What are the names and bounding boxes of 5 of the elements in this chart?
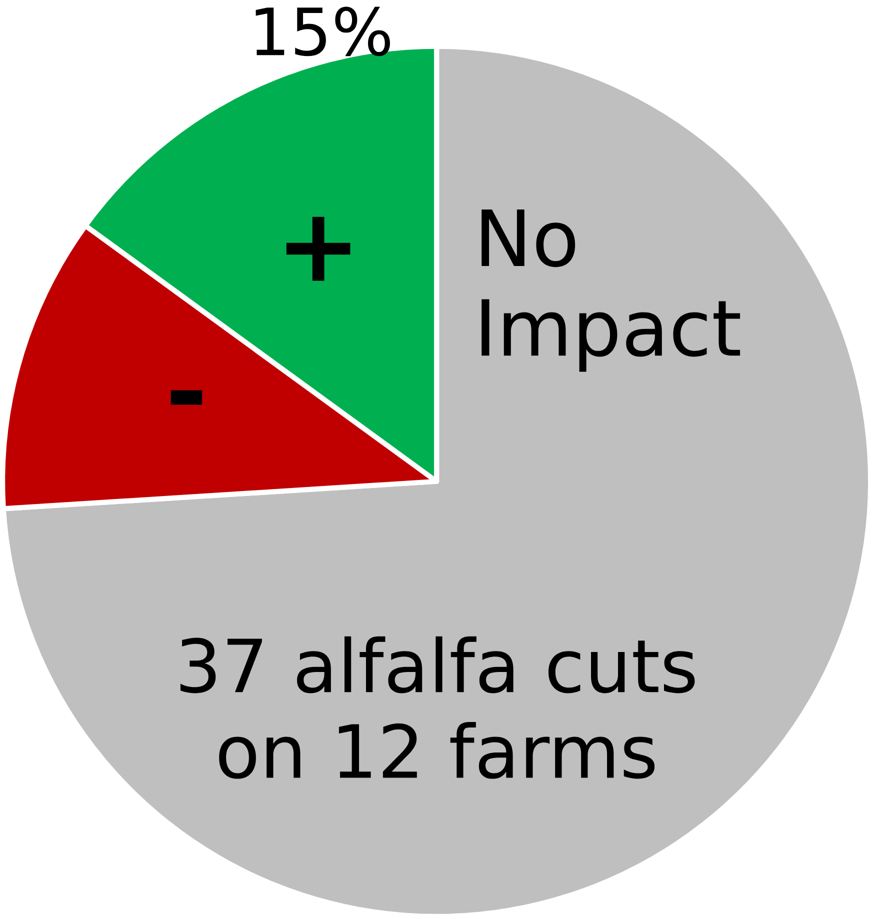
- slice-label: -: [170, 390, 202, 405]
- text: 37 alfalfa cuts on 12 farms: [180, 636, 695, 779]
- slice-label: +: [286, 216, 350, 281]
- data-label: 15%: [256, 6, 390, 56]
- slice-label: No Impact: [482, 210, 740, 372]
